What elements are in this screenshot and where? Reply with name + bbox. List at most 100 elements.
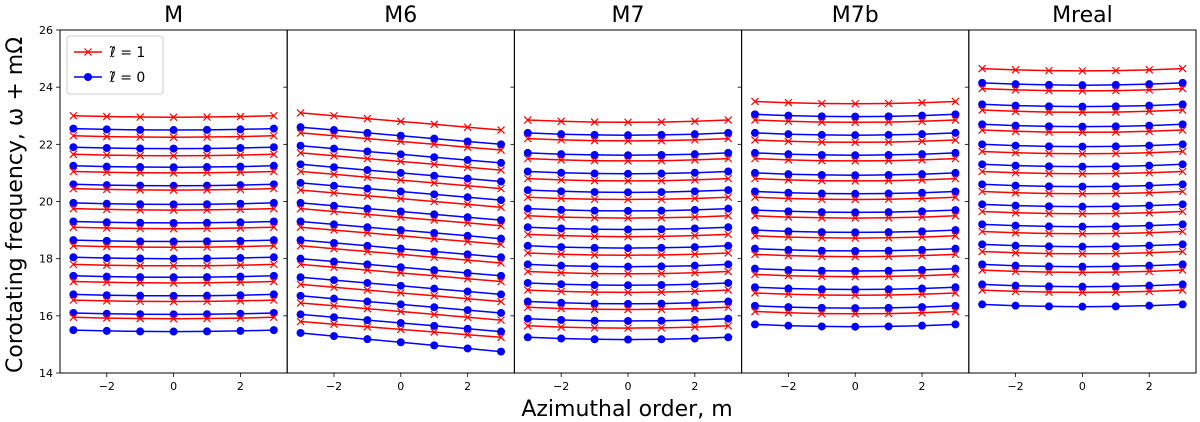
- data-point: [102, 205, 111, 214]
- data-point: [203, 113, 211, 121]
- data-point: [329, 276, 338, 285]
- data-point: [951, 97, 960, 106]
- series-l0-17: [69, 271, 278, 282]
- data-point: [169, 200, 178, 209]
- data-point: [724, 278, 733, 287]
- data-point: [69, 290, 78, 299]
- data-point: [296, 291, 305, 300]
- data-point: [951, 320, 960, 329]
- data-point: [624, 335, 632, 344]
- series-l0-9: [296, 198, 506, 225]
- data-point: [523, 128, 532, 137]
- data-point: [851, 266, 860, 275]
- data-point: [523, 148, 532, 157]
- series-l1-22: [978, 286, 1187, 297]
- data-point: [497, 221, 505, 230]
- series-l1-4: [69, 150, 278, 160]
- data-point: [102, 132, 111, 141]
- data-point: [590, 323, 599, 332]
- data-point: [1078, 149, 1087, 158]
- data-point: [1178, 167, 1187, 176]
- data-point: [724, 223, 733, 232]
- series-l1-2: [751, 116, 960, 127]
- panel-title: M7: [612, 3, 645, 28]
- data-point: [1145, 241, 1154, 250]
- data-point: [817, 99, 826, 108]
- data-point: [918, 227, 927, 236]
- data-point: [1011, 101, 1020, 110]
- x-tick-label: 0: [1079, 380, 1086, 393]
- data-point: [624, 225, 632, 234]
- data-point: [136, 237, 145, 246]
- data-point: [918, 290, 926, 299]
- data-point: [523, 297, 532, 306]
- series-l1-8: [523, 193, 733, 204]
- data-point: [724, 116, 733, 124]
- data-point: [102, 199, 111, 208]
- data-point: [784, 251, 793, 260]
- data-point: [169, 310, 178, 319]
- data-point: [1145, 65, 1154, 74]
- series-l0-1: [69, 124, 278, 135]
- data-point: [657, 136, 666, 145]
- data-point: [851, 118, 860, 127]
- series-l1-0: [296, 108, 505, 134]
- data-point: [329, 201, 338, 210]
- data-point: [269, 204, 278, 213]
- data-point: [236, 261, 245, 270]
- data-point: [817, 322, 826, 331]
- data-point: [1011, 168, 1020, 177]
- data-point: [102, 309, 111, 318]
- series-l1-2: [523, 134, 733, 145]
- data-point: [136, 205, 145, 214]
- data-point: [1044, 262, 1053, 271]
- data-point: [657, 225, 666, 234]
- data-point: [463, 268, 472, 277]
- series-l1-10: [69, 204, 278, 214]
- data-point: [624, 244, 632, 253]
- data-point: [784, 137, 793, 146]
- data-point: [657, 305, 666, 314]
- data-point: [203, 224, 211, 233]
- data-point: [329, 220, 338, 229]
- series-l1-16: [69, 260, 278, 270]
- data-point: [236, 218, 245, 227]
- data-point: [330, 111, 338, 120]
- data-point: [236, 168, 245, 177]
- data-point: [884, 246, 893, 255]
- data-point: [724, 321, 733, 330]
- data-point: [851, 208, 860, 217]
- data-point: [102, 224, 111, 232]
- data-point: [169, 151, 178, 160]
- y-tick-label: 24: [39, 81, 53, 94]
- data-point: [330, 263, 338, 272]
- panel-frame: [741, 29, 970, 374]
- data-point: [463, 156, 472, 165]
- series-l1-14: [978, 207, 1187, 218]
- data-point: [884, 156, 893, 165]
- x-tick-label: −2: [326, 380, 342, 393]
- data-point: [1178, 84, 1187, 93]
- data-point: [624, 136, 632, 145]
- data-point: [69, 253, 78, 262]
- data-point: [169, 168, 178, 177]
- data-point: [396, 168, 405, 177]
- data-point: [430, 341, 439, 350]
- data-point: [296, 148, 305, 157]
- data-point: [296, 108, 305, 117]
- data-point: [657, 288, 666, 297]
- data-point: [590, 335, 599, 344]
- data-point: [523, 167, 532, 176]
- data-point: [657, 232, 666, 241]
- data-point: [657, 118, 666, 126]
- series-l0-19: [978, 260, 1187, 271]
- data-point: [951, 128, 960, 137]
- data-point: [1111, 262, 1120, 271]
- data-point: [884, 130, 893, 139]
- data-point: [523, 186, 532, 195]
- data-point: [136, 144, 145, 153]
- data-point: [1145, 168, 1154, 177]
- series-l0-15: [978, 220, 1187, 231]
- data-point: [363, 210, 372, 219]
- data-point: [269, 253, 278, 262]
